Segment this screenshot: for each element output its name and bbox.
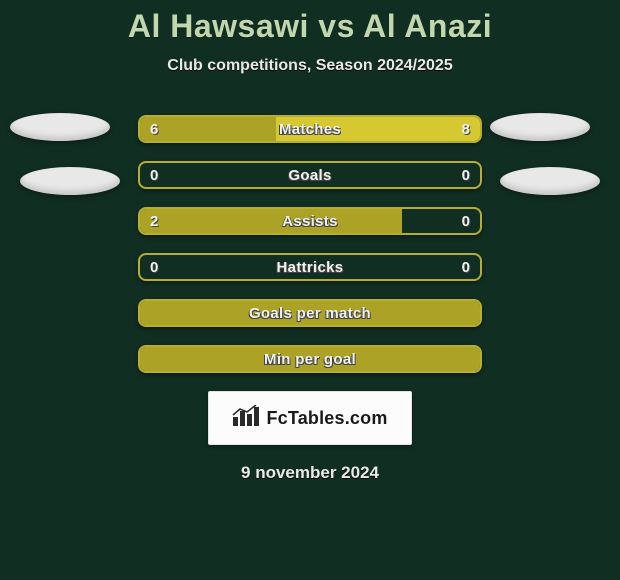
stat-left-value: 0 <box>140 163 168 187</box>
player-right-marker-1 <box>490 113 590 141</box>
stat-right-value: 8 <box>452 117 480 141</box>
stat-fill-right <box>276 117 480 141</box>
branding-logo-box: FcTables.com <box>208 391 412 445</box>
stat-left-value: 0 <box>140 255 168 279</box>
content-area: 6 8 Matches 0 0 Goals 2 0 Assists 0 0 Ha… <box>0 115 620 483</box>
stat-right-value: 0 <box>452 209 480 233</box>
stat-row-goals-per-match: Goals per match <box>138 299 482 327</box>
stat-label: Goals <box>140 163 480 187</box>
stat-row-matches: 6 8 Matches <box>138 115 482 143</box>
stat-row-hattricks: 0 0 Hattricks <box>138 253 482 281</box>
page-subtitle: Club competitions, Season 2024/2025 <box>0 57 620 75</box>
stat-row-goals: 0 0 Goals <box>138 161 482 189</box>
stat-fill-left <box>140 347 480 371</box>
branding-logo-text: FcTables.com <box>266 408 387 429</box>
stat-left-value: 2 <box>140 209 168 233</box>
stat-label: Hattricks <box>140 255 480 279</box>
player-left-marker-1 <box>10 113 110 141</box>
player-right-marker-2 <box>500 167 600 195</box>
page-title: Al Hawsawi vs Al Anazi <box>0 0 620 45</box>
stat-fill-left <box>140 301 480 325</box>
stat-row-assists: 2 0 Assists <box>138 207 482 235</box>
player-left-marker-2 <box>20 167 120 195</box>
generated-date: 9 november 2024 <box>0 463 620 483</box>
stat-left-value: 6 <box>140 117 168 141</box>
stat-right-value: 0 <box>452 163 480 187</box>
stat-fill-left <box>140 209 402 233</box>
stat-row-min-per-goal: Min per goal <box>138 345 482 373</box>
comparison-infographic: Al Hawsawi vs Al Anazi Club competitions… <box>0 0 620 580</box>
bar-chart-icon <box>232 405 260 432</box>
stat-right-value: 0 <box>452 255 480 279</box>
